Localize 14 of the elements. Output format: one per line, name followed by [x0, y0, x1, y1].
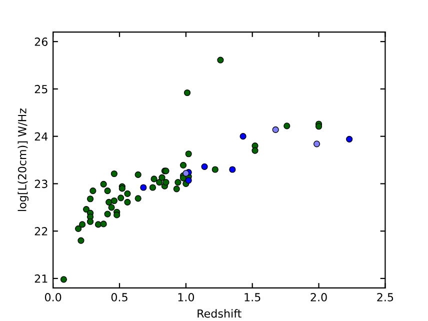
y-tick-label: 23: [34, 180, 48, 188]
x-tick-label: 2.0: [310, 292, 327, 302]
x-tick-label: 0.5: [111, 292, 128, 302]
x-tick-label: 1.5: [244, 293, 260, 302]
x-tick-label: 0.0: [44, 292, 62, 302]
x-axis-title: Redshift: [198, 309, 242, 318]
x-tick-label: 1.0: [178, 292, 194, 302]
y-tick-label: 22: [34, 227, 48, 236]
y-tick-label: 25: [34, 84, 48, 94]
x-tick-label: 2.5: [377, 292, 394, 302]
y-tick-label: 24: [34, 132, 48, 141]
y-tick-label: 26: [34, 38, 48, 46]
y-tick-label: 21: [34, 274, 48, 283]
y-axis-title: log[L(20cm)] W/Hz: [18, 108, 29, 211]
